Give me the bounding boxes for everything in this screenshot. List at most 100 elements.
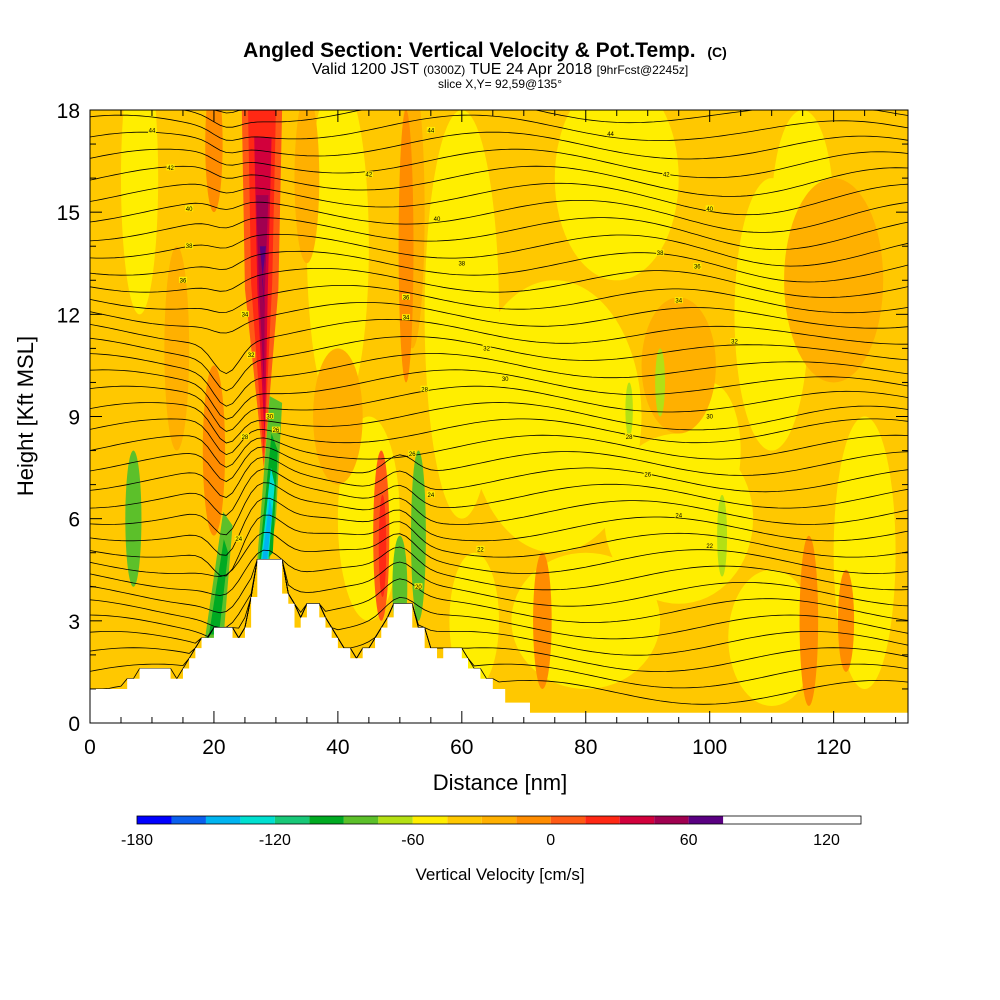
contour-label-21: 30	[502, 377, 509, 383]
colorbar-swatch-1	[171, 816, 206, 824]
updraft-plume-4	[259, 246, 266, 315]
subtitle-date: TUE 24 Apr 2018	[469, 61, 592, 78]
colorbar-swatch-12	[550, 816, 586, 824]
contour-label-bg-18	[247, 351, 256, 358]
contour-label-13: 36	[403, 295, 410, 301]
theta-contour-6	[90, 559, 908, 614]
chart-subtitle: Valid 1200 JST (0300Z) TUE 24 Apr 2018 […	[312, 61, 688, 78]
colorbar-swatch-15	[654, 816, 689, 824]
chart-title-main: Angled Section: Vertical Velocity & Pot.…	[243, 39, 695, 62]
theta-contour-33	[90, 131, 908, 160]
theta-contour-5	[90, 559, 908, 629]
velocity-cell-19	[641, 297, 716, 434]
theta-contour-13	[90, 456, 908, 498]
colorbar-swatch-5	[309, 816, 344, 824]
velocity-cell-0	[120, 110, 159, 315]
theta-contour-18	[90, 385, 908, 432]
y-tick-label-18: 18	[57, 100, 80, 123]
subtitle-valid: Valid 1200 JST	[312, 61, 420, 78]
contour-label-35: 20	[415, 585, 422, 591]
colorbar-frame	[136, 815, 862, 825]
x-tick-label-0: 0	[84, 736, 96, 759]
contour-label-bg-0	[147, 126, 156, 133]
contour-labels: 44 44 44 42 42 42 40 40 40 38 38 38 36 36 36 34 34 34 32 32…	[147, 126, 739, 591]
theta-contour-26	[90, 250, 908, 283]
colorbar-swatch-9	[447, 816, 482, 824]
subtitle-utc: (0300Z)	[423, 63, 465, 77]
contour-label-bg-30	[426, 491, 435, 498]
contour-label-30: 24	[427, 493, 434, 499]
contour-label-18: 32	[248, 353, 255, 359]
contour-label-1: 44	[427, 128, 434, 134]
colorbar-swatch-11	[516, 816, 551, 824]
contour-label-7: 40	[434, 217, 441, 223]
theta-contour-28	[90, 217, 908, 251]
colorbar-tick-5: 120	[813, 832, 840, 849]
contour-label-12: 36	[180, 278, 187, 284]
colorbar: -180 -120 -60 0 60 120	[121, 815, 862, 849]
velocity-cell-8	[728, 569, 816, 706]
contour-label-bg-5	[662, 171, 671, 178]
contour-label-bg-14	[693, 263, 702, 270]
contour-label-6: 40	[186, 207, 193, 213]
contour-label-bg-27	[271, 426, 280, 433]
potential-temperature-contours	[90, 110, 908, 705]
contour-label-bg-10	[457, 259, 466, 266]
x-tick-label-120: 120	[816, 736, 851, 759]
y-tick-label-15: 15	[57, 202, 80, 225]
theta-contour-29	[90, 200, 908, 233]
velocity-cell-14	[164, 246, 190, 451]
contour-label-32: 24	[235, 537, 242, 543]
theta-contour-14	[90, 446, 908, 482]
colorbar-swatch-0	[137, 816, 172, 824]
x-tick-label-20: 20	[202, 736, 225, 759]
theta-contour-16	[90, 418, 908, 456]
theta-contour-10	[90, 497, 908, 556]
theta-contour-30	[90, 182, 908, 216]
contour-label-bg-25	[625, 433, 634, 440]
contour-label-9: 38	[186, 244, 193, 250]
x-tick-label-40: 40	[326, 736, 349, 759]
colorbar-swatch-8	[412, 816, 448, 824]
downdraft-2	[261, 467, 275, 560]
contour-label-bg-11	[656, 249, 665, 256]
contour-label-17: 34	[675, 299, 682, 305]
contour-label-3: 42	[167, 166, 174, 172]
theta-contour-12	[90, 468, 908, 516]
x-axis-label: Distance [nm]	[433, 770, 568, 795]
contour-label-8: 40	[706, 207, 713, 213]
theta-contour-23	[90, 302, 908, 334]
downdraft-5	[208, 539, 229, 635]
contour-label-11: 38	[657, 251, 664, 257]
contour-label-bg-13	[402, 293, 411, 300]
colorbar-label: Vertical Velocity [cm/s]	[415, 865, 584, 884]
theta-contour-7	[90, 546, 908, 596]
contour-label-4: 42	[366, 173, 373, 179]
contour-label-bg-23	[705, 413, 714, 419]
contour-label-bg-16	[402, 314, 411, 321]
colorbar-swatch-6	[343, 816, 379, 824]
contour-label-bg-17	[674, 297, 683, 304]
velocity-cell-29	[655, 348, 666, 417]
contour-label-bg-34	[705, 542, 714, 549]
contour-label-14: 36	[694, 265, 701, 271]
updraft-plume-3	[256, 195, 269, 390]
x-tick-label-80: 80	[574, 736, 597, 759]
velocity-cell-24	[202, 365, 226, 536]
theta-contour-31	[90, 165, 908, 197]
contour-label-bg-32	[234, 535, 243, 542]
contour-label-5: 42	[663, 173, 670, 179]
chart-title: Angled Section: Vertical Velocity & Pot.…	[243, 39, 727, 62]
theta-contour-15	[90, 434, 908, 468]
contour-label-bg-21	[501, 375, 510, 382]
contour-label-16: 34	[403, 316, 410, 322]
contour-label-33: 22	[477, 547, 484, 553]
contour-label-bg-35	[414, 583, 423, 590]
theta-contour-20	[90, 353, 908, 407]
colorbar-tick-3: 0	[546, 832, 555, 849]
velocity-cell-23	[205, 110, 223, 213]
x-tick-label-100: 100	[692, 736, 727, 759]
slice-label: slice X,Y= 92,59@135°	[438, 77, 562, 91]
contour-label-34: 22	[706, 544, 713, 550]
theta-contour-9	[90, 514, 908, 577]
